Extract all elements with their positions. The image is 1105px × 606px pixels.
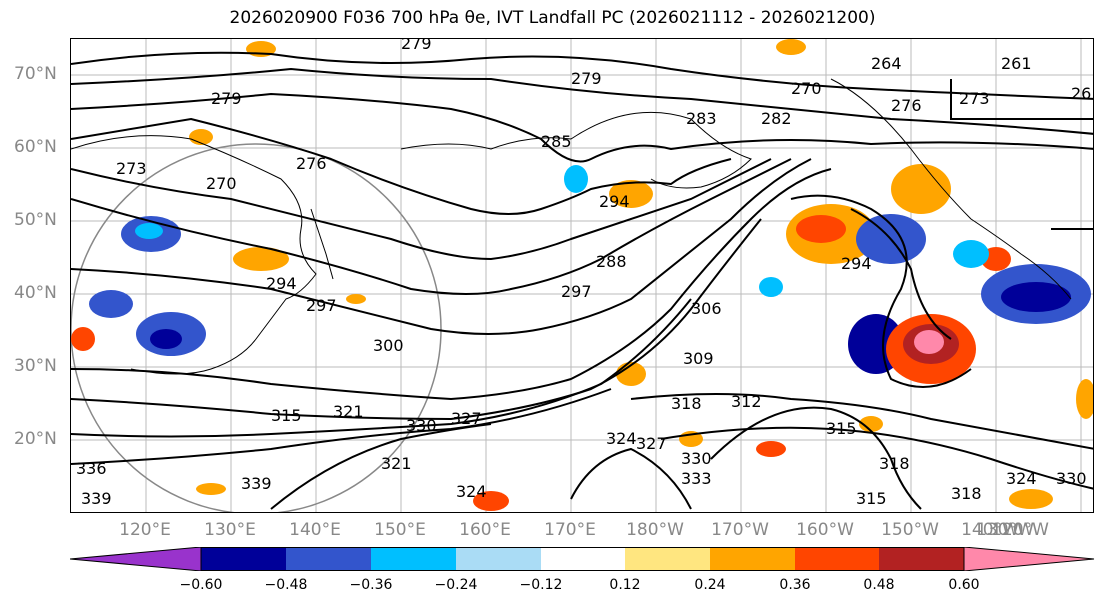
- colorbar-segment: [456, 547, 541, 571]
- contour-label: 279: [211, 89, 242, 108]
- map-panel: 279 279 270 264 261 276 273 26 279 283 2…: [70, 38, 1094, 513]
- contour-label: 333: [681, 469, 712, 488]
- lon-label: 130°E: [204, 520, 256, 540]
- contour-label: 339: [241, 474, 272, 493]
- lat-label: 60°N: [14, 137, 57, 157]
- colorbar-segment: [541, 547, 625, 571]
- coastlines: [71, 78, 1072, 375]
- contour-label: 285: [541, 132, 572, 151]
- contour-label: 312: [731, 392, 762, 411]
- lon-label: 120°E: [119, 520, 171, 540]
- map-title: 2026020900 F036 700 hPa θe, IVT Landfall…: [229, 8, 876, 28]
- contour-label: 315: [271, 406, 302, 425]
- contour-label: 339: [81, 489, 112, 508]
- contour-label: 318: [671, 394, 702, 413]
- contour-label: 270: [791, 79, 822, 98]
- colorbar-tick-label: −0.48: [264, 577, 308, 593]
- contour-label: 318: [879, 454, 910, 473]
- contour-label: 279: [571, 69, 602, 88]
- contour-label: 330: [681, 449, 712, 468]
- colorbar-segment: [286, 547, 371, 571]
- colorbar-segment: [795, 547, 879, 571]
- colorbar-extend-high: [963, 547, 1095, 571]
- contour-label: 315: [826, 419, 857, 438]
- colorbar-tick-label: −0.36: [349, 577, 393, 593]
- contour-label: 336: [76, 459, 107, 478]
- contour-label: 294: [266, 274, 297, 293]
- colorbar-tick-label: 0.60: [948, 577, 980, 593]
- contour-label: 282: [761, 109, 792, 128]
- lon-label: 180°W: [626, 520, 684, 540]
- lat-label: 20°N: [14, 429, 57, 449]
- contour-label: 297: [306, 296, 337, 315]
- colorbar-segment: [371, 547, 456, 571]
- colorbar: [70, 547, 1095, 571]
- contour-label: 294: [841, 254, 872, 273]
- lon-label: 150°W: [881, 520, 939, 540]
- landfall-region-circle: [71, 143, 442, 512]
- lat-label: 30°N: [14, 356, 57, 376]
- contour-label: 273: [116, 159, 147, 178]
- contour-label: 327: [636, 434, 667, 453]
- contour-label: 276: [296, 154, 327, 173]
- map-svg: 279 279 270 264 261 276 273 26 279 283 2…: [71, 39, 1093, 512]
- contour-label: 327: [451, 409, 482, 428]
- colorbar-segment: [879, 547, 964, 571]
- contour-label: 288: [596, 252, 627, 271]
- lat-label: 70°N: [14, 64, 57, 84]
- contour-label: 318: [951, 484, 982, 503]
- lon-label: 140°E: [289, 520, 341, 540]
- theta-e-contours: [71, 51, 1093, 510]
- shaded-anomalies: [71, 39, 1093, 511]
- colorbar-tick-label: 0.24: [694, 577, 726, 593]
- lon-label: 130°W: [976, 520, 1034, 540]
- lon-label: 150°E: [374, 520, 426, 540]
- lon-label: 160°W: [796, 520, 854, 540]
- colorbar-segment: [710, 547, 795, 571]
- colorbar-tick-label: −0.24: [434, 577, 478, 593]
- lon-label: 170°E: [544, 520, 596, 540]
- colorbar-tick-label: 0.48: [863, 577, 895, 593]
- contour-label: 321: [333, 402, 364, 421]
- lon-label: 160°E: [459, 520, 511, 540]
- contour-label: 324: [456, 482, 487, 501]
- contour-label: 294: [599, 192, 630, 211]
- contour-label: 330: [1056, 469, 1087, 488]
- contour-label: 283: [686, 109, 717, 128]
- contour-label: 324: [606, 429, 637, 448]
- contour-label: 297: [561, 282, 592, 301]
- contour-label: 330: [406, 416, 437, 435]
- colorbar-tick-label: 0.12: [609, 577, 641, 593]
- contour-label: 321: [381, 454, 412, 473]
- contour-labels: 279 279 270 264 261 276 273 26 279 283 2…: [76, 39, 1091, 508]
- lon-label: 140°W: [961, 520, 1019, 540]
- colorbar-extend-low: [70, 547, 202, 571]
- contour-label: 264: [871, 54, 902, 73]
- contour-label: 276: [891, 96, 922, 115]
- lon-label: 170°W: [711, 520, 769, 540]
- colorbar-tick-label: −0.12: [519, 577, 563, 593]
- contour-label: 315: [856, 489, 887, 508]
- contour-label: 270: [206, 174, 237, 193]
- lon-label: 120°W: [991, 520, 1049, 540]
- contour-label: 279: [401, 39, 432, 53]
- contour-label: 306: [691, 299, 722, 318]
- contour-label: 309: [683, 349, 714, 368]
- contour-label: 300: [373, 336, 404, 355]
- colorbar-tick-label: −0.60: [179, 577, 223, 593]
- contour-label: 261: [1001, 54, 1032, 73]
- colorbar-segment: [201, 547, 286, 571]
- contour-label: 324: [1006, 469, 1037, 488]
- graticule: [71, 39, 1093, 512]
- colorbar-tick-label: 0.36: [779, 577, 811, 593]
- contour-label: 273: [959, 89, 990, 108]
- lat-label: 40°N: [14, 283, 57, 303]
- lat-label: 50°N: [14, 210, 57, 230]
- contour-label: 26: [1071, 84, 1091, 103]
- colorbar-segment: [625, 547, 710, 571]
